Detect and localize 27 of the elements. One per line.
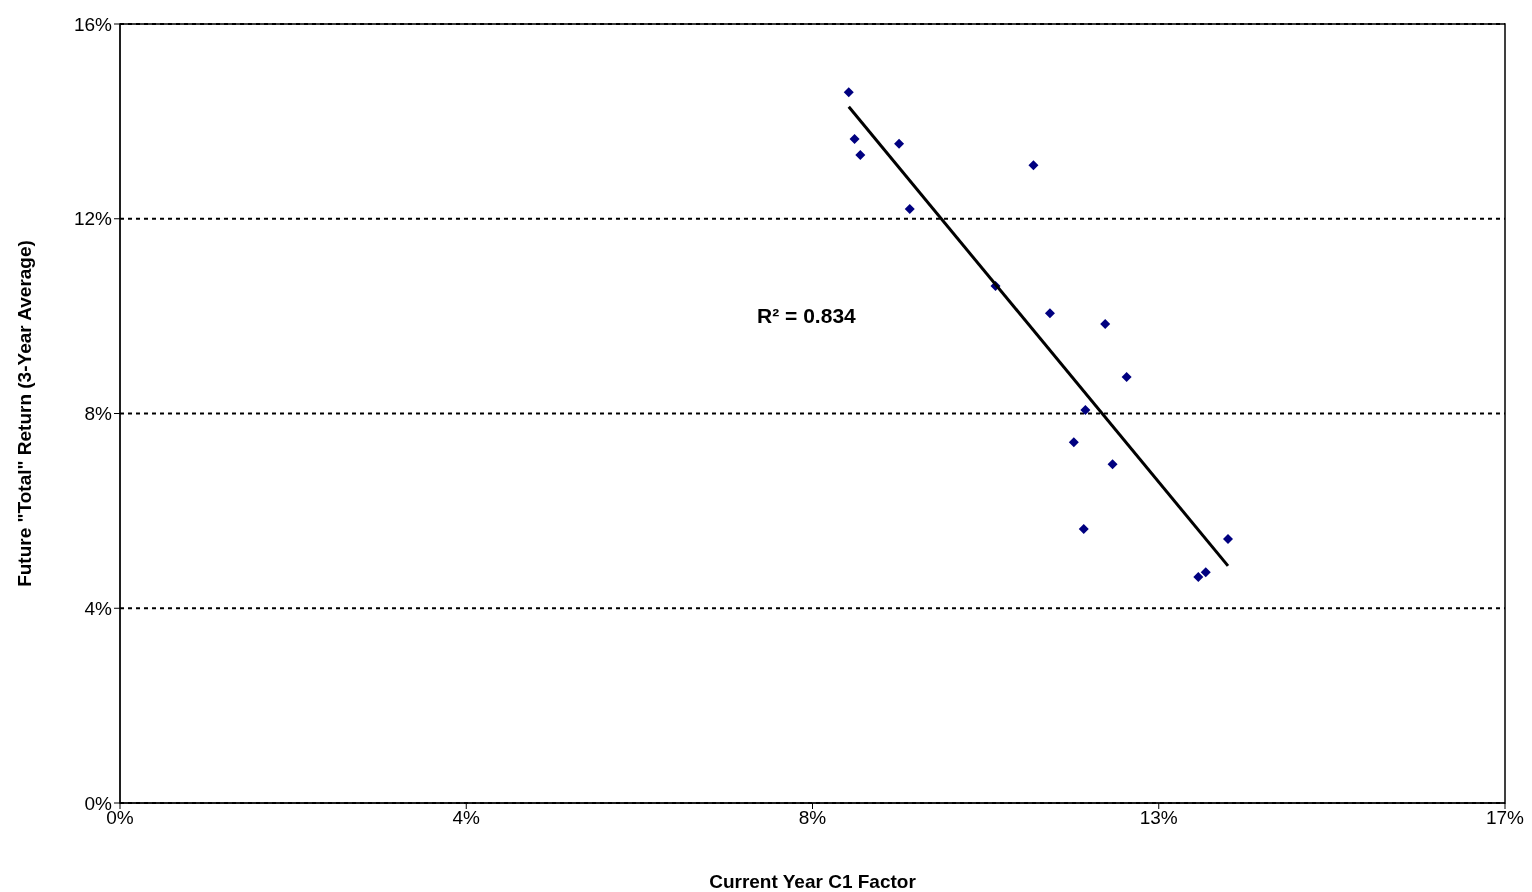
point — [1044, 308, 1055, 319]
x-tick-label: 4% — [452, 807, 481, 829]
point — [843, 87, 854, 98]
point — [1068, 437, 1079, 448]
y-tick-label: 12% — [73, 208, 113, 230]
point — [904, 204, 915, 215]
y-tick-label: 8% — [84, 403, 113, 425]
annotation: R² = 0.834 — [757, 304, 856, 329]
point — [849, 133, 860, 144]
point — [1107, 459, 1118, 470]
point — [1100, 318, 1111, 329]
point — [1121, 371, 1132, 382]
point — [1223, 534, 1233, 545]
y-axis-title: Future "Total" Return (3-Year Average) — [13, 240, 35, 587]
point — [1193, 572, 1204, 583]
point — [894, 138, 905, 149]
x-axis-title: Current Year C1 Factor — [709, 871, 917, 892]
point — [1078, 523, 1089, 534]
point — [855, 149, 866, 160]
x-tick-label: 8% — [798, 807, 827, 829]
x-tick-label: 17% — [1485, 807, 1525, 829]
point — [1028, 160, 1039, 171]
y-tick-label: 4% — [84, 597, 113, 619]
point — [1200, 567, 1211, 578]
point — [1080, 405, 1091, 416]
x-tick-label: 13% — [1139, 807, 1178, 829]
y-tick-label: 16% — [73, 13, 113, 35]
